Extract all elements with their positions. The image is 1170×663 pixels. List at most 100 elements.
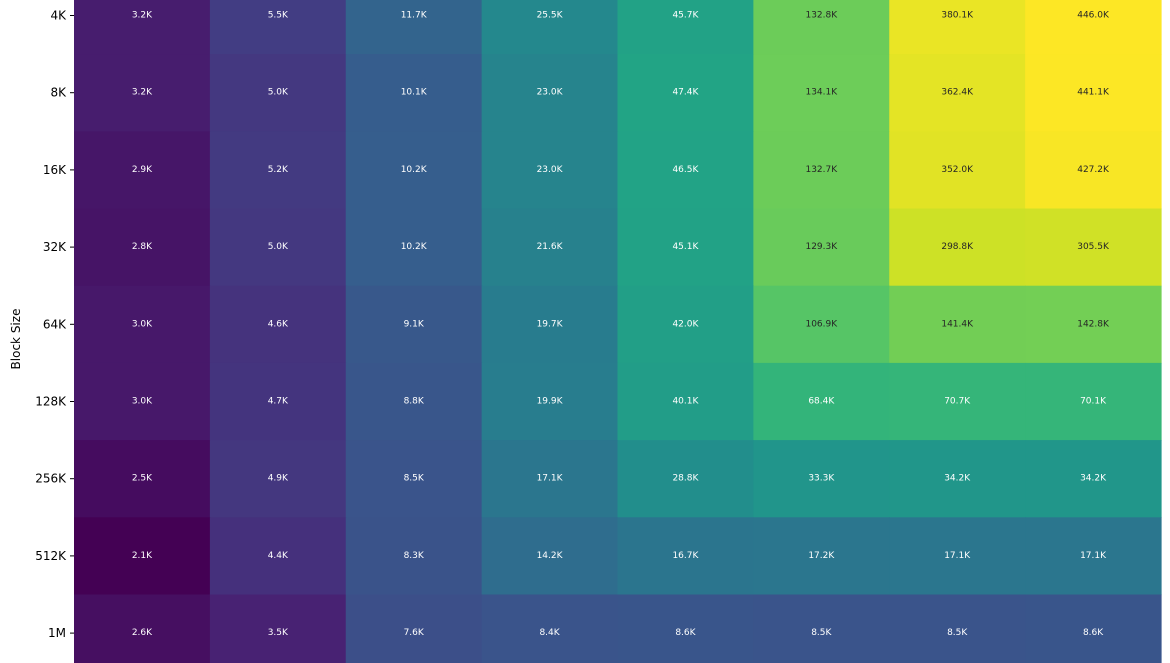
cell-value-label: 141.4K (941, 319, 974, 329)
cell-value-label: 132.7K (805, 165, 838, 175)
cell-value-label: 3.2K (132, 88, 153, 98)
cell-value-label: 17.1K (944, 551, 971, 561)
cell-value-label: 19.9K (537, 397, 564, 407)
heatmap-cell (345, 54, 483, 132)
cell-value-label: 7.6K (404, 628, 425, 638)
heatmap-cell (481, 440, 619, 518)
heatmap-cell (345, 362, 483, 441)
heatmap-cell (617, 131, 754, 210)
y-tick-label: 256K (35, 472, 67, 486)
y-tick-label: 4K (50, 9, 67, 23)
heatmap-cell (345, 208, 483, 287)
cell-value-label: 19.7K (537, 319, 564, 329)
cell-value-label: 47.4K (672, 88, 699, 98)
heatmap-cell (209, 0, 347, 55)
heatmap-cell (481, 54, 619, 132)
heatmap-cell (1025, 362, 1162, 441)
cell-value-label: 5.5K (268, 11, 289, 21)
heatmap-cell (209, 285, 347, 364)
heatmap-cell (481, 362, 619, 441)
heatmap-cell (1025, 0, 1162, 55)
heatmap-cell (481, 0, 619, 55)
cell-value-label: 2.8K (132, 242, 153, 252)
heatmap-cell (209, 594, 347, 663)
heatmap-cell (753, 517, 890, 596)
cell-value-label: 10.2K (401, 165, 428, 175)
cell-value-label: 134.1K (805, 88, 838, 98)
cell-value-label: 3.2K (132, 11, 153, 21)
cell-value-label: 5.2K (268, 165, 289, 175)
heatmap-cell (345, 131, 483, 210)
heatmap-cell (889, 440, 1026, 518)
heatmap-cell (889, 362, 1026, 441)
cell-value-label: 17.2K (808, 551, 835, 561)
heatmap-cell (753, 440, 890, 518)
cell-value-label: 68.4K (808, 397, 835, 407)
heatmap-cell (889, 131, 1026, 210)
heatmap-cell (753, 54, 890, 132)
y-tick-label: 8K (50, 86, 67, 100)
heatmap-cell (209, 517, 347, 596)
heatmap-cell (74, 517, 211, 596)
heatmap-cell (481, 517, 619, 596)
heatmap-cell (345, 285, 483, 364)
cell-value-label: 305.5K (1077, 242, 1110, 252)
cell-value-label: 8.6K (675, 628, 696, 638)
cell-value-label: 11.7K (401, 11, 428, 21)
cell-value-label: 3.5K (268, 628, 289, 638)
heatmap-cell (74, 131, 211, 210)
cell-value-label: 362.4K (941, 88, 974, 98)
cell-value-label: 33.3K (808, 474, 835, 484)
heatmap-cell (481, 594, 619, 663)
cell-value-label: 142.8K (1077, 319, 1110, 329)
cell-value-label: 4.7K (268, 397, 289, 407)
cell-value-label: 9.1K (404, 319, 425, 329)
cell-value-label: 34.2K (944, 474, 971, 484)
heatmap-cell (617, 362, 754, 441)
cell-value-label: 10.1K (401, 88, 428, 98)
heatmap-cell (617, 0, 754, 55)
cell-value-label: 380.1K (941, 11, 974, 21)
cell-value-label: 45.1K (672, 242, 699, 252)
heatmap-cell (74, 440, 211, 518)
cell-value-label: 3.0K (132, 319, 153, 329)
cell-value-label: 4.9K (268, 474, 289, 484)
heatmap-cell (1025, 517, 1162, 596)
cell-value-label: 2.5K (132, 474, 153, 484)
heatmap-cell (74, 208, 211, 287)
heatmap-cell (889, 0, 1026, 55)
y-axis-label: Block Size (9, 309, 23, 370)
cell-value-label: 5.0K (268, 88, 289, 98)
cell-value-label: 4.6K (268, 319, 289, 329)
heatmap-cell (345, 0, 483, 55)
cell-value-label: 46.5K (672, 165, 699, 175)
heatmap-cell (753, 594, 890, 663)
heatmap-cell (209, 362, 347, 441)
heatmap-cell (481, 131, 619, 210)
cell-value-label: 21.6K (537, 242, 564, 252)
cell-value-label: 2.1K (132, 551, 153, 561)
cell-value-label: 446.0K (1077, 11, 1110, 21)
heatmap-cell (209, 54, 347, 132)
heatmap-cell (481, 208, 619, 287)
heatmap-cell (889, 594, 1026, 663)
heatmap-cell (889, 208, 1026, 287)
cell-value-label: 4.4K (268, 551, 289, 561)
cell-value-label: 25.5K (537, 11, 564, 21)
cell-value-label: 8.6K (1083, 628, 1104, 638)
cell-value-label: 8.8K (404, 397, 425, 407)
cell-value-label: 129.3K (805, 242, 838, 252)
heatmap-cell (345, 594, 483, 663)
cell-value-label: 45.7K (672, 11, 699, 21)
y-tick-label: 512K (35, 549, 67, 563)
cell-value-label: 70.1K (1080, 397, 1107, 407)
cell-value-label: 23.0K (537, 165, 564, 175)
heatmap-cell (209, 131, 347, 210)
y-tick-label: 16K (43, 163, 67, 177)
heatmap-cell (1025, 208, 1162, 287)
cell-value-label: 2.6K (132, 628, 153, 638)
cell-value-label: 441.1K (1077, 88, 1110, 98)
heatmap-cell (889, 54, 1026, 132)
y-tick-label: 128K (35, 395, 67, 409)
